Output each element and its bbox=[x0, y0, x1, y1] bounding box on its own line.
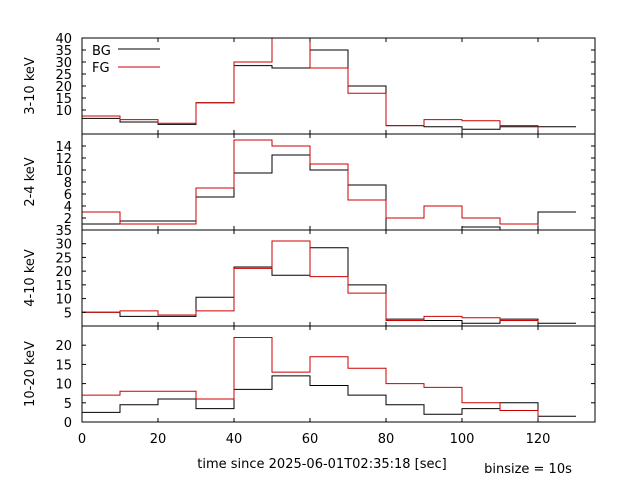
y-tick-label: 40 bbox=[55, 32, 72, 47]
y-tick-label: 12 bbox=[55, 152, 72, 167]
y-axis-label-panel-2: 2-4 keV bbox=[23, 157, 38, 206]
panel-frame-3 bbox=[81, 229, 596, 327]
x-tick-label: 100 bbox=[450, 432, 475, 447]
y-tick-label: 10 bbox=[55, 104, 72, 119]
y-tick-label: 4 bbox=[64, 200, 72, 215]
x-axis-label: time since 2025-06-01T02:35:18 [sec] bbox=[197, 457, 446, 472]
series-bg-panel-2 bbox=[82, 154, 576, 231]
y-tick-label: 20 bbox=[55, 80, 72, 95]
y-tick-label: 20 bbox=[55, 339, 72, 354]
y-tick-label: 35 bbox=[55, 224, 72, 239]
binsize-label: binsize = 10s bbox=[484, 462, 572, 477]
series-fg-panel-2 bbox=[82, 139, 576, 231]
y-tick-label: 30 bbox=[55, 238, 72, 253]
x-tick-label: 120 bbox=[526, 432, 551, 447]
legend: BG FG bbox=[92, 44, 160, 76]
legend-label-fg: FG bbox=[92, 61, 110, 76]
y-tick-label: 15 bbox=[55, 358, 72, 373]
panel-4: 0 5 10 15 20 10-20 keV bbox=[23, 325, 596, 431]
panel-frame-1 bbox=[81, 37, 596, 135]
y-tick-label: 14 bbox=[55, 140, 72, 155]
y-tick-label: 35 bbox=[55, 44, 72, 59]
y-axis-label-panel-4: 10-20 keV bbox=[23, 341, 38, 407]
legend-label-bg: BG bbox=[92, 44, 111, 59]
y-tick-label: 10 bbox=[55, 293, 72, 308]
y-tick-label: 8 bbox=[64, 176, 72, 191]
series-fg-panel-1 bbox=[82, 37, 576, 135]
y-tick-label: 20 bbox=[55, 265, 72, 280]
x-tick-label: 60 bbox=[302, 432, 319, 447]
x-tick-label: 0 bbox=[78, 432, 86, 447]
panel-frame-2 bbox=[81, 133, 596, 231]
y-tick-label: 30 bbox=[55, 56, 72, 71]
y-tick-label: 10 bbox=[55, 164, 72, 179]
y-tick-label: 15 bbox=[55, 92, 72, 107]
x-tick-label: 20 bbox=[150, 432, 167, 447]
y-tick-label: 5 bbox=[64, 397, 72, 412]
y-tick-label: 5 bbox=[64, 306, 72, 321]
y-axis-label-panel-3: 4-10 keV bbox=[23, 249, 38, 307]
y-tick-label: 2 bbox=[64, 212, 72, 227]
y-tick-label: 25 bbox=[55, 251, 72, 266]
y-tick-label: 15 bbox=[55, 279, 72, 294]
x-tick-label: 40 bbox=[226, 432, 243, 447]
y-axis-label-panel-1: 3-10 keV bbox=[23, 57, 38, 115]
series-bg-panel-4 bbox=[82, 375, 576, 417]
series-bg-panel-1 bbox=[82, 49, 576, 130]
y-tick-label: 10 bbox=[55, 378, 72, 393]
series-fg-panel-4 bbox=[82, 337, 576, 423]
series-fg-panel-3 bbox=[82, 240, 576, 327]
y-tick-label: 6 bbox=[64, 188, 72, 203]
panel-frame-4 bbox=[81, 325, 596, 423]
y-tick-label: 0 bbox=[64, 416, 72, 431]
y-tick-label: 25 bbox=[55, 68, 72, 83]
series-bg-panel-3 bbox=[82, 247, 576, 324]
x-tick-label: 80 bbox=[378, 432, 395, 447]
